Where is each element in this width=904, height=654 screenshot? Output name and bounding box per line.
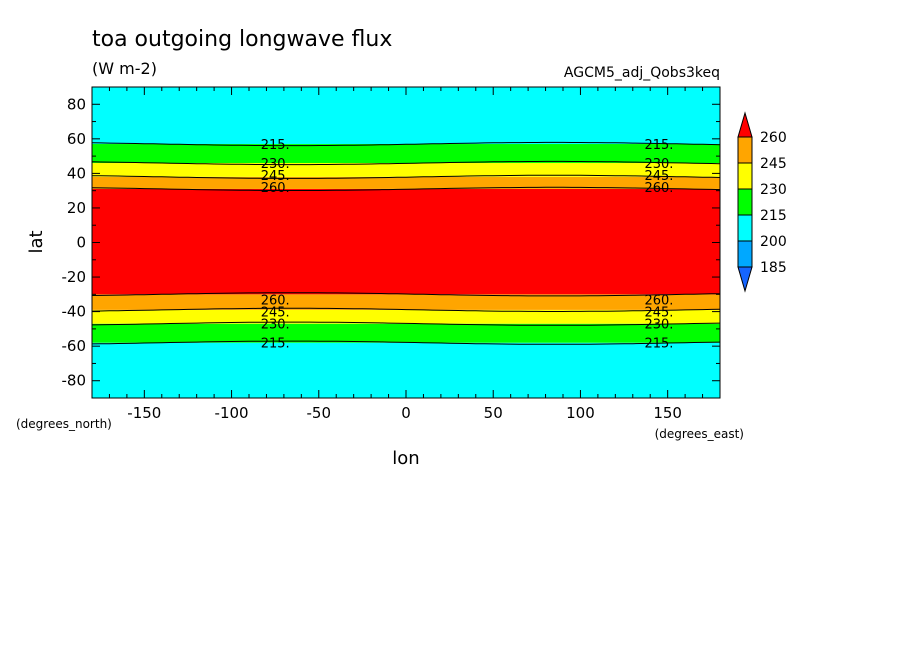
y-tick-label-1: 60	[67, 130, 86, 148]
contour-label-5: 230.	[644, 157, 673, 172]
band-1	[92, 323, 720, 343]
colorbar-seg-2	[737, 188, 753, 216]
band-8	[92, 87, 720, 145]
colorbar-seg-3	[737, 214, 753, 242]
band-0	[92, 342, 720, 398]
y-tick-label-8: -80	[62, 372, 87, 390]
colorbar-label-5: 185	[760, 260, 787, 276]
colorbar-seg-1	[737, 162, 753, 190]
colorbar-label-4: 200	[760, 234, 787, 250]
colorbar-label-3: 215	[760, 208, 787, 224]
colorbar-seg-4	[737, 240, 753, 268]
plot-area: 215.230.245.260.215.230.245.260.260.245.…	[91, 86, 721, 399]
band-7	[92, 144, 720, 164]
y-tick-label-0: 80	[67, 95, 86, 113]
y-tick-label-5: -20	[62, 268, 87, 286]
contour-label-8: 260.	[261, 294, 290, 309]
contour-label-13: 245.	[644, 306, 673, 321]
contour-label-0: 215.	[261, 138, 290, 153]
contour-label-10: 230.	[261, 318, 290, 333]
contour-label-2: 245.	[261, 169, 290, 184]
contour-label-12: 260.	[644, 294, 673, 309]
contour-label-4: 215.	[644, 138, 673, 153]
x-tick-label-1: -100	[215, 404, 249, 422]
band-2	[92, 309, 720, 324]
contour-label-6: 245.	[644, 169, 673, 184]
band-4	[92, 188, 720, 295]
y-tick-label-3: 20	[67, 199, 86, 217]
contour-label-14: 230.	[644, 318, 673, 333]
contour-line-s215	[91, 340, 721, 345]
y-tick-label-2: 40	[67, 164, 86, 182]
chart-units: (W m-2)	[92, 59, 157, 78]
colorbar: 260 245 230 215 200 185	[737, 111, 787, 293]
contour-line-n245	[91, 174, 721, 179]
x-axis: -150 -100 -50 0 50 100 150	[108, 87, 704, 422]
y-units-label: (degrees_north)	[16, 417, 112, 431]
x-axis-label: lon	[392, 448, 419, 469]
colorbar-seg-0	[737, 136, 753, 164]
colorbar-max-arrow	[737, 111, 753, 138]
contour-label-15: 215.	[644, 337, 673, 352]
band-3	[92, 294, 720, 310]
band-5	[92, 176, 720, 189]
y-axis-label: lat	[26, 230, 47, 253]
contour-line-s260	[91, 292, 721, 297]
colorbar-min-arrow	[737, 266, 753, 293]
y-axis: 80 60 40 20 0 -20 -40 -60 -80	[62, 86, 720, 399]
y-tick-label-6: -40	[62, 303, 87, 321]
y-tick-label-7: -60	[62, 337, 87, 355]
contour-label-11: 215.	[261, 337, 290, 352]
x-tick-label-4: 50	[484, 404, 503, 422]
colorbar-label-0: 260	[760, 130, 787, 146]
x-units-label: (degrees_east)	[655, 427, 744, 441]
colorbar-label-1: 245	[760, 156, 787, 172]
chart-title: toa outgoing longwave flux	[92, 27, 392, 52]
contour-line-n230	[91, 160, 721, 166]
band-6	[92, 163, 720, 177]
contour-line-n215	[91, 141, 721, 147]
colorbar-label-2: 230	[760, 182, 787, 198]
x-tick-label-5: 100	[566, 404, 595, 422]
contour-line-s245	[91, 307, 721, 312]
x-tick-label-0: -150	[127, 404, 161, 422]
contour-line-s230	[91, 321, 721, 326]
contour-label-3: 260.	[261, 181, 290, 196]
y-tick-label-4: 0	[76, 234, 86, 252]
x-tick-label-6: 150	[653, 404, 682, 422]
x-tick-label-3: 0	[401, 404, 411, 422]
contour-line-n260	[91, 186, 721, 191]
x-tick-label-2: -50	[307, 404, 332, 422]
contour-label-7: 260.	[644, 181, 673, 196]
contour-label-1: 230.	[261, 157, 290, 172]
dataset-label: AGCM5_adj_Qobs3keq	[564, 65, 720, 81]
contour-label-9: 245.	[261, 306, 290, 321]
